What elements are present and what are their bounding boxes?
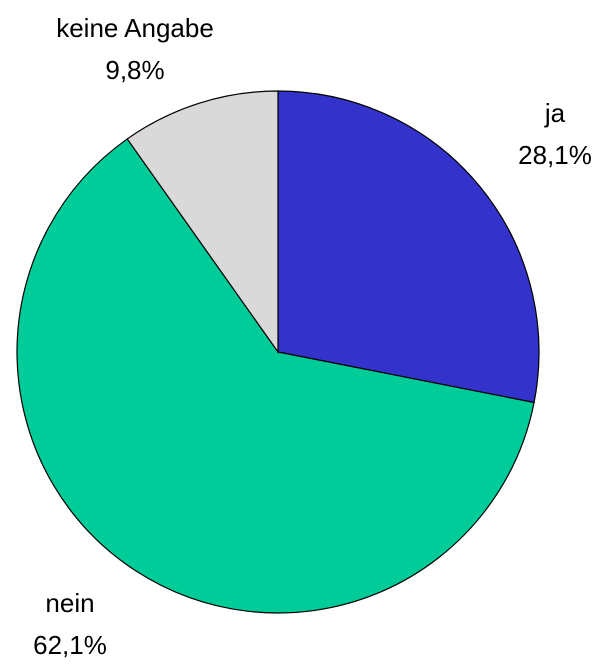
slice-category-label: ja <box>544 98 566 128</box>
pie-slice <box>126 90 279 354</box>
slice-category-label: keine Angabe <box>56 13 214 43</box>
slice-value-label: 28,1% <box>518 140 592 170</box>
slice-value-label: 9,8% <box>105 55 164 85</box>
pie-slice <box>277 90 540 404</box>
slice-value-label: 62,1% <box>33 630 107 660</box>
pie-slice <box>16 138 535 614</box>
slice-category-label: nein <box>45 588 94 618</box>
